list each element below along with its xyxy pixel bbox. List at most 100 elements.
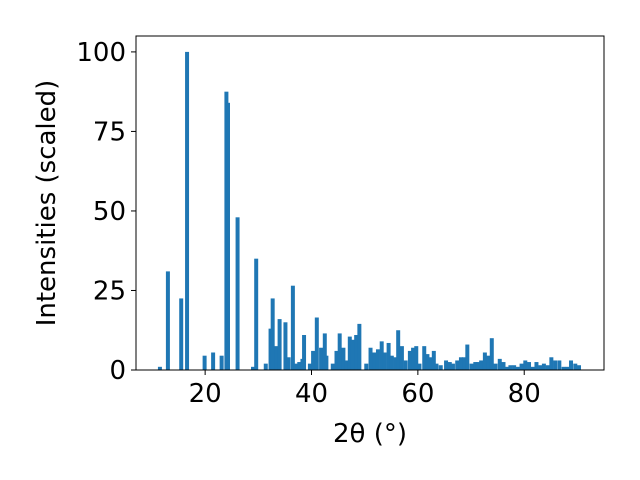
bar <box>393 357 398 370</box>
bar <box>482 352 487 370</box>
bar <box>302 335 307 370</box>
y-tick-label: 0 <box>109 356 126 386</box>
bar <box>473 362 478 370</box>
bar <box>417 363 422 370</box>
bar <box>330 363 335 370</box>
bar <box>450 363 455 370</box>
bar <box>185 51 190 371</box>
bar <box>274 346 279 370</box>
bar <box>565 366 570 370</box>
y-tick-label: 50 <box>93 197 126 227</box>
bar <box>493 363 498 370</box>
bar <box>350 339 355 370</box>
bar <box>307 363 312 370</box>
bar <box>277 319 282 370</box>
bar <box>372 352 377 370</box>
bar <box>527 362 532 370</box>
bar <box>489 338 494 370</box>
bar <box>379 341 384 370</box>
y-tick-label: 75 <box>93 117 126 147</box>
bar <box>347 336 352 370</box>
bar <box>386 342 391 370</box>
bar <box>553 360 558 370</box>
bar <box>431 350 436 370</box>
bar <box>486 355 491 370</box>
bar <box>251 366 255 370</box>
bar <box>389 355 394 370</box>
bar <box>375 349 380 370</box>
bar <box>501 362 506 370</box>
bar <box>411 347 416 370</box>
bar <box>549 357 554 370</box>
x-axis-label: 2θ (°) <box>333 419 407 449</box>
bar <box>512 365 517 370</box>
x-tick-label: 80 <box>508 379 541 409</box>
bar <box>297 362 302 370</box>
bar <box>235 217 240 370</box>
bar <box>314 317 319 370</box>
y-axis-label: Intensities (scaled) <box>32 80 62 327</box>
bar <box>322 333 327 370</box>
bar <box>334 350 339 370</box>
bar <box>519 363 524 370</box>
bar <box>515 366 520 370</box>
x-axis: 20 40 60 80 <box>189 370 541 409</box>
bar <box>324 355 329 370</box>
y-tick-label: 25 <box>93 276 126 306</box>
bar <box>508 365 513 370</box>
bar <box>286 357 291 370</box>
bar <box>530 366 535 370</box>
bar <box>569 360 574 370</box>
x-tick-label: 40 <box>295 379 328 409</box>
bar <box>479 360 484 370</box>
bar <box>337 333 342 370</box>
bar <box>357 323 362 370</box>
bar <box>414 346 419 370</box>
bar <box>458 357 463 370</box>
bar <box>534 362 539 370</box>
bar <box>382 352 387 370</box>
bar <box>425 354 430 370</box>
bar <box>165 271 170 370</box>
bar <box>368 347 373 370</box>
bar <box>557 360 562 370</box>
bar <box>290 285 295 370</box>
bar <box>497 358 502 370</box>
bar <box>157 366 162 370</box>
bar <box>354 335 359 370</box>
bar <box>311 350 316 370</box>
x-tick-label: 60 <box>401 379 434 409</box>
bar <box>202 355 207 370</box>
bar <box>444 360 449 370</box>
bar <box>561 366 566 370</box>
bar <box>179 298 184 370</box>
bar <box>428 357 433 370</box>
bar <box>438 365 443 370</box>
bar <box>545 365 550 370</box>
bar <box>219 355 224 370</box>
bar <box>505 366 510 370</box>
bar <box>447 362 452 370</box>
bar <box>407 350 412 370</box>
bar <box>469 363 474 370</box>
bar <box>475 362 480 370</box>
bar <box>577 365 581 370</box>
bar <box>344 360 349 370</box>
bar <box>293 363 298 370</box>
bar <box>226 102 230 371</box>
bar <box>434 363 439 370</box>
bar <box>465 344 470 370</box>
bar <box>254 258 259 370</box>
bar <box>403 360 408 370</box>
bar <box>541 363 546 370</box>
y-tick-label: 100 <box>76 38 126 68</box>
bar <box>211 352 216 370</box>
bars-group <box>157 51 581 371</box>
bar <box>319 347 324 370</box>
bar <box>422 346 427 370</box>
y-axis: 0 25 50 75 100 <box>76 38 136 386</box>
bar <box>268 328 273 370</box>
bar <box>341 347 346 370</box>
bar <box>283 322 288 370</box>
